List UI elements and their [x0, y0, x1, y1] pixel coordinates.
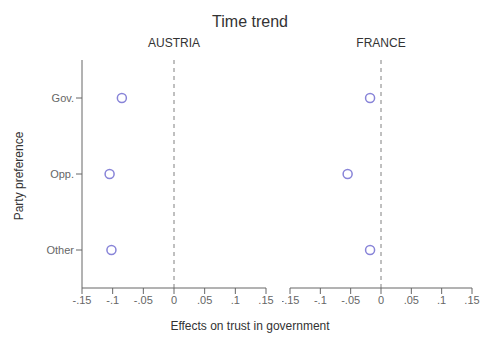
svg-text:-.1: -.1	[314, 294, 327, 306]
html-text:FRANCE: FRANCE	[356, 36, 406, 50]
svg-text:.05: .05	[197, 294, 212, 306]
svg-text:.15: .15	[258, 294, 273, 306]
html-text:Time trend: Time trend	[212, 13, 288, 30]
svg-text:Opp.: Opp.	[50, 168, 74, 180]
html-text:Effects on trust in government: Effects on trust in government	[170, 319, 330, 333]
svg-text:-.05: -.05	[341, 294, 360, 306]
svg-text:0: 0	[171, 294, 177, 306]
svg-text:-.15: -.15	[282, 294, 299, 306]
svg-text:-.15: -.15	[73, 294, 92, 306]
svg-text:.05: .05	[404, 294, 419, 306]
html-text:Party preference: Party preference	[12, 131, 26, 221]
svg-text:Gov.: Gov.	[52, 92, 74, 104]
svg-text:-.05: -.05	[134, 294, 153, 306]
svg-text:Other: Other	[46, 244, 74, 256]
svg-text:.1: .1	[437, 294, 446, 306]
svg-text:.15: .15	[464, 294, 479, 306]
svg-text:-.1: -.1	[106, 294, 119, 306]
html-text:AUSTRIA: AUSTRIA	[148, 36, 200, 50]
svg-text:.1: .1	[231, 294, 240, 306]
svg-text:0: 0	[378, 294, 384, 306]
